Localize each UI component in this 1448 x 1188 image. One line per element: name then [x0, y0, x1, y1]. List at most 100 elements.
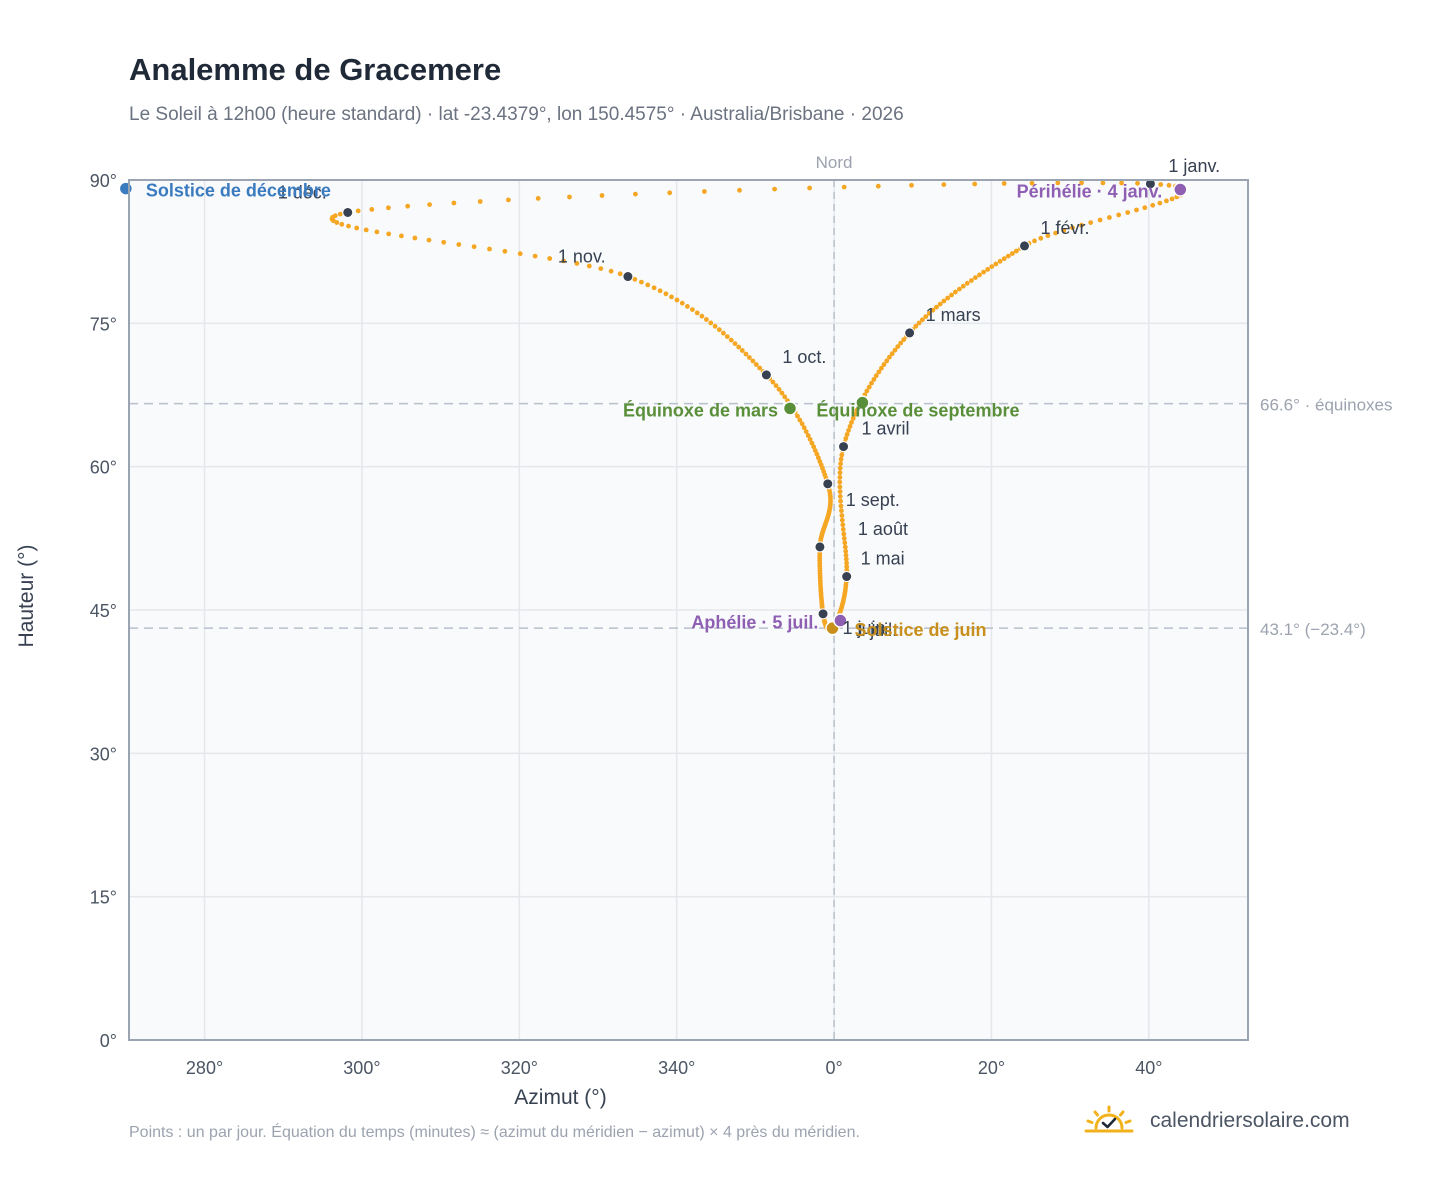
daily-point: [561, 258, 566, 264]
daily-point: [1119, 180, 1124, 186]
daily-point: [926, 311, 932, 316]
daily-point: [809, 440, 815, 446]
daily-point: [846, 428, 851, 433]
daily-point: [1164, 198, 1169, 204]
y-tick-label: 30°: [90, 744, 117, 764]
daily-point: [852, 412, 858, 417]
daily-point: [1053, 230, 1058, 236]
daily-point: [332, 213, 338, 219]
sun-check-icon: [1084, 1105, 1134, 1133]
daily-point: [685, 304, 690, 309]
daily-point: [716, 327, 722, 333]
month-label: 1 déc.: [278, 182, 327, 202]
month-marker: [1144, 178, 1156, 190]
daily-point: [981, 269, 986, 275]
daily-point: [441, 239, 447, 245]
daily-point: [837, 465, 843, 471]
daily-point: [1014, 248, 1019, 254]
event-marker: [118, 181, 134, 196]
daily-point: [1001, 256, 1007, 262]
daily-point: [1107, 215, 1112, 220]
daily-point: [477, 199, 483, 204]
daily-point: [843, 436, 849, 441]
daily-point: [598, 266, 604, 271]
daily-point: [517, 251, 523, 257]
daily-point: [355, 208, 361, 214]
daily-point: [712, 323, 718, 329]
daily-point: [895, 344, 901, 349]
daily-point: [679, 300, 685, 306]
daily-point: [739, 348, 745, 353]
daily-point: [989, 264, 995, 269]
daily-point: [1061, 228, 1067, 233]
daily-point: [814, 451, 820, 457]
daily-point: [667, 190, 673, 196]
daily-point: [837, 494, 843, 499]
daily-point: [884, 358, 890, 364]
daily-point: [721, 330, 726, 336]
x-tick-label: 340°: [658, 1058, 695, 1078]
event-marker: [833, 613, 848, 628]
daily-point: [854, 408, 860, 413]
daily-point: [864, 388, 870, 394]
event-label: Équinoxe de septembre: [816, 400, 1019, 421]
daily-point: [876, 369, 882, 375]
daily-point: [1032, 238, 1037, 244]
daily-point: [844, 432, 850, 437]
daily-point: [663, 291, 669, 297]
daily-point: [617, 271, 623, 277]
daily-point: [1157, 200, 1163, 206]
month-label: 1 nov.: [558, 247, 606, 267]
daily-point: [1045, 233, 1051, 239]
daily-point: [930, 307, 936, 313]
daily-point: [354, 225, 360, 231]
daily-point: [843, 552, 849, 558]
daily-point: [812, 448, 818, 453]
daily-point: [839, 508, 844, 514]
event-label: Solstice de décembre: [146, 181, 331, 201]
daily-point: [535, 196, 541, 201]
daily-point: [599, 193, 605, 198]
daily-point: [811, 444, 817, 450]
y-tick-label: 0°: [100, 1031, 117, 1051]
footnote: Points : un par jour. Équation du temps …: [129, 1124, 860, 1141]
daily-point: [1125, 210, 1131, 215]
daily-point: [795, 413, 800, 419]
daily-point: [807, 185, 812, 191]
month-label: 1 sept.: [846, 490, 900, 510]
month-label: 1 juin: [843, 618, 886, 638]
chart-title: Analemme de Gracemere: [129, 52, 502, 87]
daily-point: [873, 373, 879, 379]
daily-point: [797, 417, 803, 423]
daily-point: [586, 263, 592, 269]
daily-point: [957, 286, 962, 292]
y-tick-label: 75°: [90, 314, 117, 334]
daily-point: [881, 362, 887, 367]
month-marker: [760, 369, 772, 381]
daily-point: [1150, 202, 1156, 208]
brand[interactable]: calendriersolaire.com: [1082, 1104, 1350, 1138]
daily-point: [844, 560, 849, 566]
daily-point: [993, 261, 999, 267]
daily-point: [702, 189, 707, 194]
x-axis-label: Azimut (°): [514, 1086, 606, 1109]
daily-point: [843, 548, 849, 554]
chart-subtitle: Le Soleil à 12h00 (heure standard) · lat…: [129, 104, 904, 125]
daily-point: [803, 429, 809, 434]
daily-point: [574, 261, 580, 266]
month-marker: [841, 571, 853, 583]
daily-point: [972, 181, 978, 187]
daily-point: [772, 186, 777, 192]
daily-point: [817, 459, 823, 464]
daily-point: [1142, 205, 1148, 211]
event-label: Équinoxe de mars: [623, 399, 778, 420]
daily-point: [892, 347, 898, 353]
daily-point: [732, 341, 738, 346]
daily-point: [841, 184, 847, 190]
event-marker: [1173, 182, 1188, 197]
plot-frame: [128, 179, 1249, 1041]
daily-point: [747, 355, 752, 360]
daily-point: [1055, 180, 1061, 186]
daily-point: [807, 436, 813, 442]
daily-point: [757, 365, 763, 371]
